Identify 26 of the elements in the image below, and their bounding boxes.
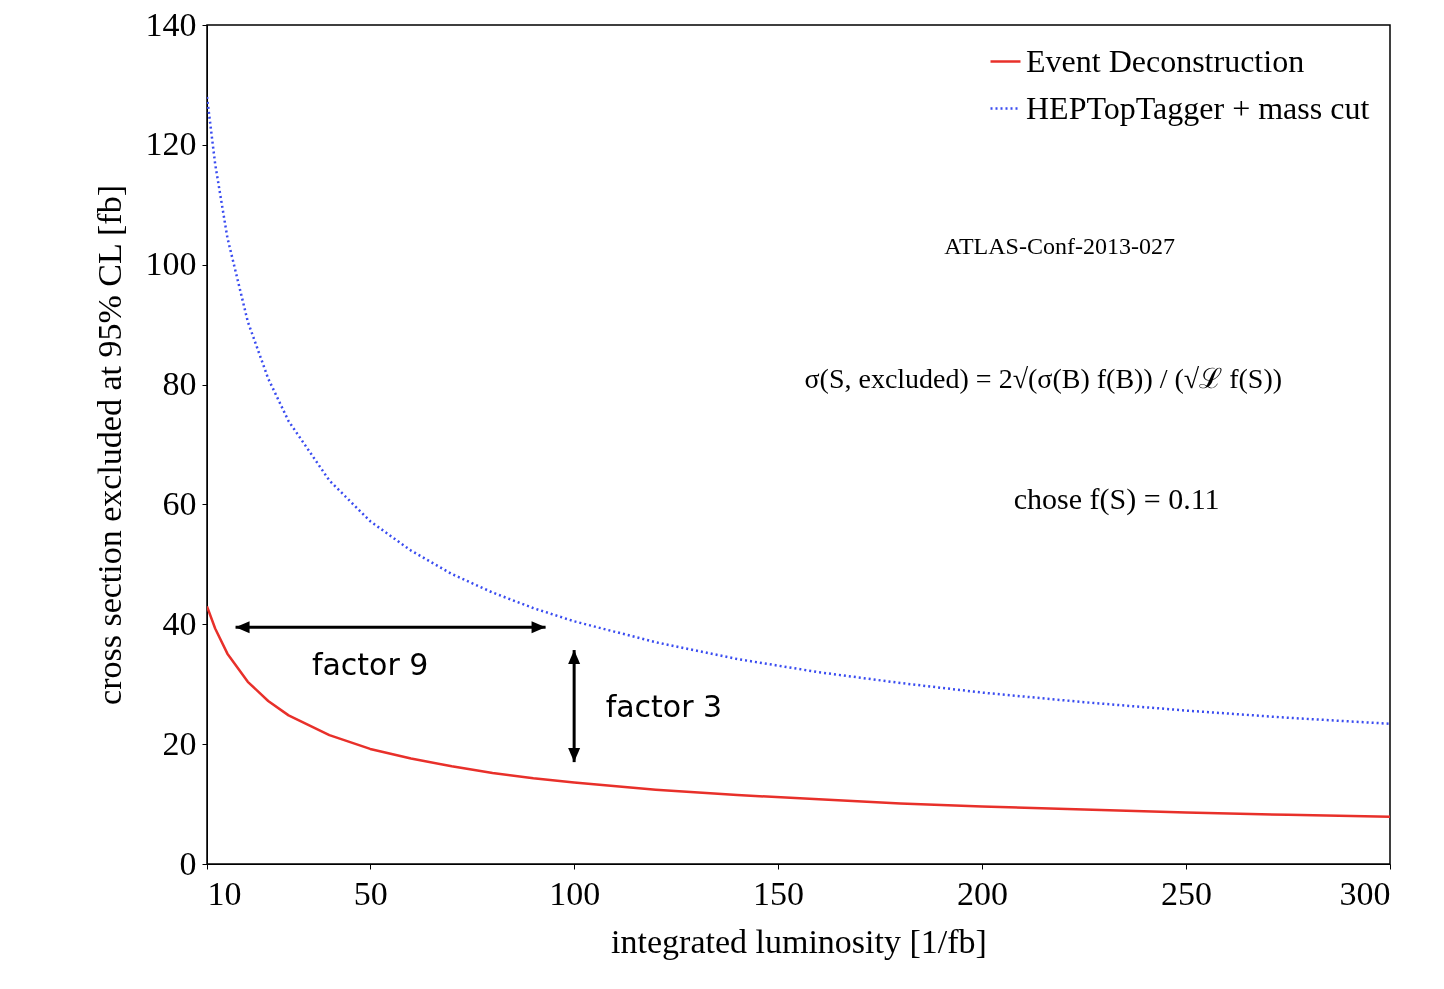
y-tick-label: 40 <box>162 604 197 642</box>
legend-label: Event Deconstruction <box>1026 42 1305 79</box>
y-tick-label: 140 <box>145 5 197 43</box>
y-tick-label: 60 <box>162 484 197 522</box>
annotation: chose f(S) = 0.11 <box>1013 482 1220 517</box>
line-series <box>207 95 1390 726</box>
x-tick-label: 300 <box>1339 874 1391 912</box>
x-tick-label: 200 <box>957 874 1009 912</box>
y-tick-label: 20 <box>162 724 197 762</box>
x-tick-label: 100 <box>549 874 601 912</box>
legend-label: HEPTopTagger + mass cut <box>1026 89 1370 126</box>
annotation: factor 3 <box>605 689 723 725</box>
annotation: σ(S, excluded) = 2√(σ(B) f(B)) / (√ℒ f(S)) <box>804 363 1283 395</box>
y-tick-label: 80 <box>162 365 197 403</box>
y-tick-label: 0 <box>179 844 197 882</box>
annotation: ATLAS-Conf-2013-027 <box>944 232 1175 259</box>
y-tick-label: 120 <box>145 125 197 163</box>
x-tick-label: 150 <box>753 874 805 912</box>
line-series <box>207 605 1390 818</box>
annotation: factor 9 <box>311 647 429 683</box>
y-tick-label: 100 <box>145 245 197 283</box>
x-tick-label: 50 <box>353 874 388 912</box>
x-tick-label: 10 <box>207 874 242 912</box>
y-axis-title: cross section excluded at 95% CL [fb] <box>90 185 128 705</box>
x-tick-label: 250 <box>1161 874 1213 912</box>
x-axis-title: integrated luminosity [1/fb] <box>611 922 987 960</box>
